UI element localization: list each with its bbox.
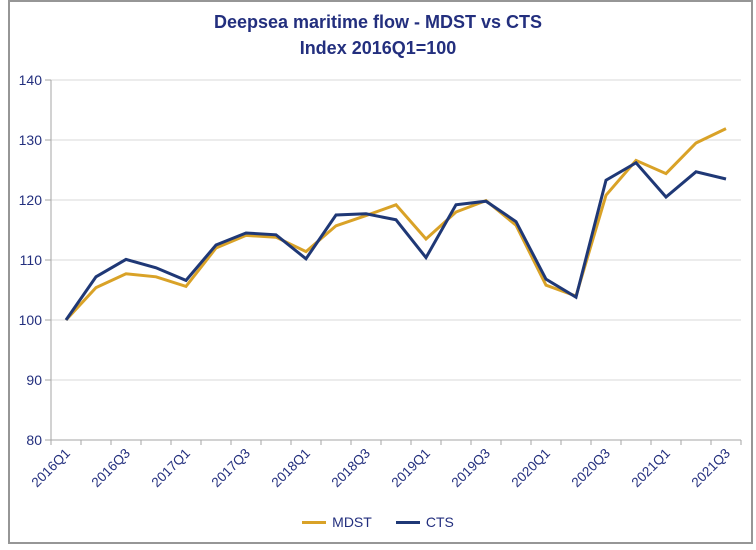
legend-label-cts: CTS [425, 514, 454, 530]
legend-item-mdst: MDST [302, 514, 372, 530]
y-axis-label: 90 [26, 372, 42, 388]
x-axis-label: 2020Q1 [509, 446, 554, 491]
series-line-cts [64, 160, 727, 321]
mdst-line-swatch-icon [302, 520, 327, 524]
x-axis-label: 2018Q3 [329, 446, 374, 491]
legend-item-cts: CTS [395, 514, 454, 530]
y-axis-label: 120 [19, 192, 43, 208]
series-line-mdst [64, 127, 727, 322]
y-axis-label: 110 [20, 252, 43, 268]
cts-line-swatch-icon [395, 520, 420, 524]
chart-title-block: Deepsea maritime flow - MDST vs CTS Inde… [0, 9, 756, 61]
x-axis-label: 2021Q3 [689, 446, 734, 491]
y-axis-label: 100 [19, 312, 43, 328]
legend: MDST CTS [0, 514, 756, 530]
chart-frame [8, 0, 753, 544]
x-axis-label: 2020Q3 [569, 446, 614, 491]
x-axis-label: 2019Q3 [449, 446, 494, 491]
y-axis-label: 80 [26, 432, 42, 448]
x-axis-label: 2016Q3 [89, 446, 134, 491]
chart-subtitle: Index 2016Q1=100 [299, 38, 457, 58]
chart-title: Deepsea maritime flow - MDST vs CTS [213, 12, 543, 32]
x-axis-label: 2017Q3 [209, 446, 254, 491]
x-axis-label: 2018Q1 [269, 446, 314, 491]
y-axis-label: 140 [19, 72, 43, 88]
x-axis-label: 2019Q1 [389, 446, 434, 491]
x-axis-label: 2021Q1 [629, 446, 674, 491]
x-axis-label: 2017Q1 [149, 446, 194, 491]
legend-label-mdst: MDST [332, 514, 372, 530]
y-axis-label: 130 [19, 132, 43, 148]
x-axis-label: 2016Q1 [29, 446, 74, 491]
